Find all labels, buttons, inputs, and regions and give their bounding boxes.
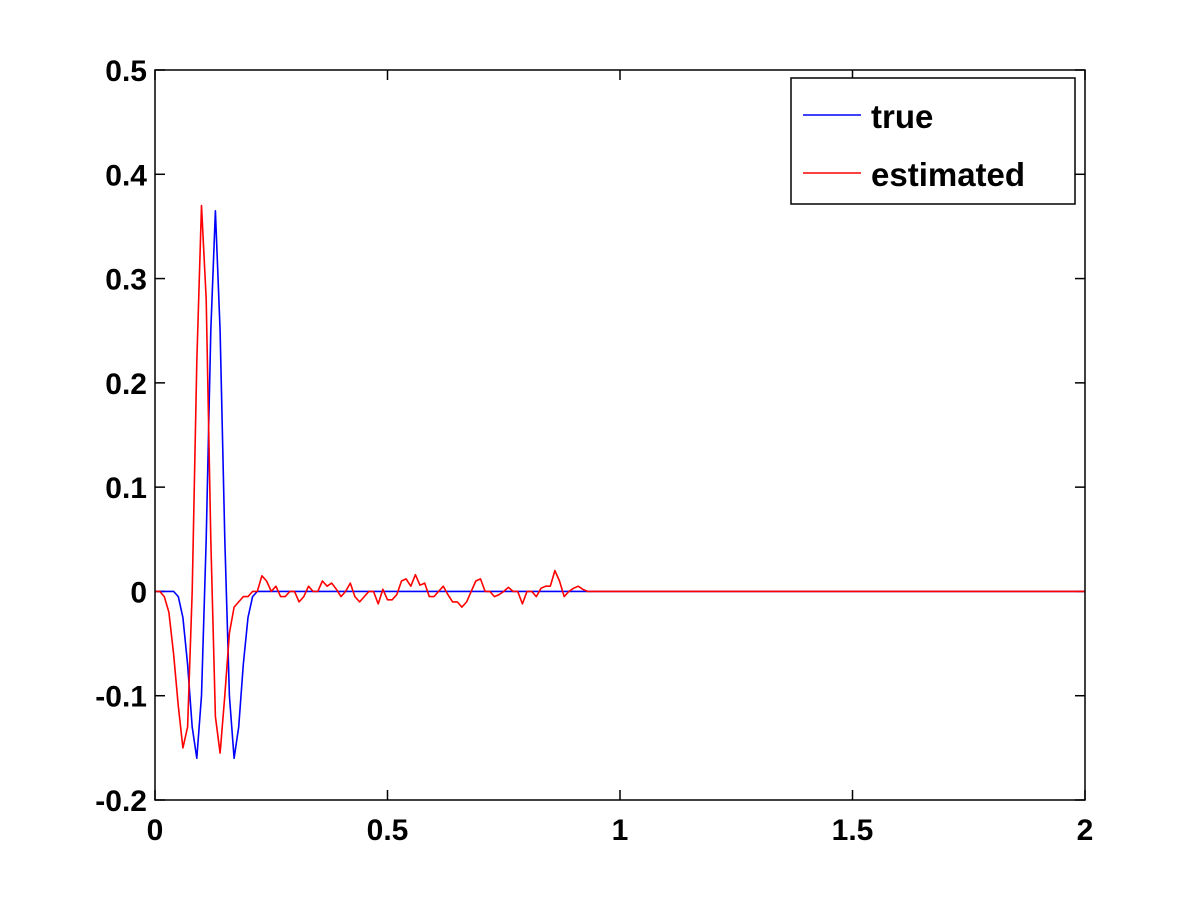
axes-frame — [154, 69, 1086, 801]
y-tick-label: 0.1 — [105, 472, 147, 505]
legend: true estimated — [790, 77, 1076, 205]
x-tick-label: 1 — [612, 814, 629, 847]
series-lines — [155, 204, 1085, 760]
legend-box — [790, 77, 1076, 205]
y-tick-label: 0.3 — [105, 264, 147, 297]
y-tick-label: 0.5 — [105, 55, 147, 88]
x-tick-label: 2 — [1077, 814, 1094, 847]
legend-label-true: true — [871, 98, 933, 135]
y-tick-label: 0.2 — [105, 368, 147, 401]
y-tick-label: 0.4 — [105, 159, 147, 192]
y-tick-label: -0.1 — [95, 681, 147, 714]
tick-labels: 0 0.5 1 1.5 2 -0.2 -0.1 0 0.1 0.2 0.3 0.4 0.5 — [95, 55, 1093, 847]
series-line-estimated — [155, 204, 1085, 754]
x-tick-label: 1.5 — [832, 814, 874, 847]
legend-label-estimated: estimated — [871, 156, 1025, 193]
series-line-true — [155, 210, 1085, 760]
x-tick-label: 0 — [147, 814, 164, 847]
x-tick-label: 0.5 — [367, 814, 409, 847]
y-tick-label: -0.2 — [95, 785, 147, 818]
y-tick-label: 0 — [130, 576, 147, 609]
